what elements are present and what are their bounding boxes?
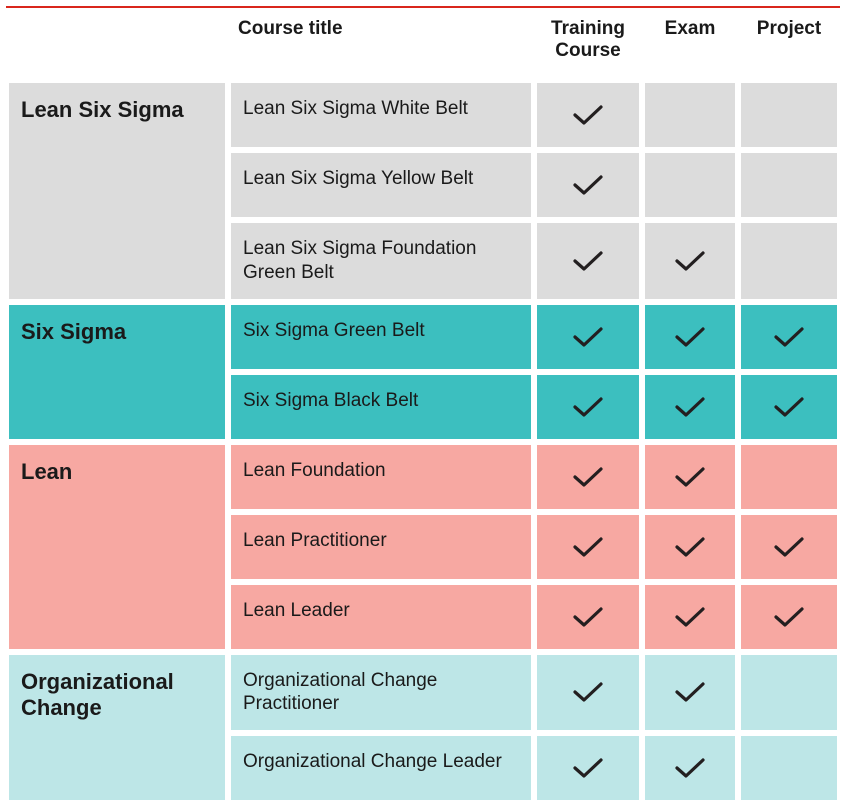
category-cell: Lean [6,442,228,652]
project-cell [738,150,840,220]
check-icon [673,535,707,559]
project-cell [738,442,840,512]
category-cell: Lean Six Sigma [6,80,228,302]
exam-cell [642,652,738,734]
header-project: Project [738,8,840,80]
project-cell [738,220,840,302]
header-exam: Exam [642,8,738,80]
exam-cell [642,442,738,512]
course-title-cell: Six Sigma Green Belt [228,302,534,372]
check-icon [772,535,806,559]
category-cell: Six Sigma [6,302,228,442]
training-cell [534,652,642,734]
exam-cell [642,733,738,803]
project-cell [738,372,840,442]
header-course-title: Course title [228,8,534,80]
training-cell [534,80,642,150]
check-icon [571,249,605,273]
training-cell [534,582,642,652]
course-title-cell: Lean Foundation [228,442,534,512]
exam-cell [642,582,738,652]
training-cell [534,512,642,582]
check-icon [673,680,707,704]
project-cell [738,302,840,372]
table-row: Six SigmaSix Sigma Green Belt [6,302,840,372]
check-icon [571,465,605,489]
header-training-course: Training Course [534,8,642,80]
table-header-row: Course title Training Course Exam Projec… [6,8,840,80]
course-title-cell: Lean Practitioner [228,512,534,582]
training-cell [534,442,642,512]
training-cell [534,733,642,803]
check-icon [673,756,707,780]
table-row: Organizational ChangeOrganizational Chan… [6,652,840,734]
check-icon [571,395,605,419]
check-icon [673,605,707,629]
project-cell [738,80,840,150]
check-icon [571,103,605,127]
course-title-cell: Lean Six Sigma Foundation Green Belt [228,220,534,302]
course-title-cell: Organizational Change Practitioner [228,652,534,734]
check-icon [673,249,707,273]
training-cell [534,372,642,442]
check-icon [571,756,605,780]
training-cell [534,220,642,302]
category-cell: Organizational Change [6,652,228,804]
check-icon [571,680,605,704]
course-title-cell: Lean Leader [228,582,534,652]
project-cell [738,512,840,582]
check-icon [673,395,707,419]
header-blank [6,8,228,80]
exam-cell [642,512,738,582]
check-icon [772,325,806,349]
course-title-cell: Lean Six Sigma Yellow Belt [228,150,534,220]
exam-cell [642,80,738,150]
course-title-cell: Organizational Change Leader [228,733,534,803]
check-icon [571,605,605,629]
courses-table: Course title Training Course Exam Projec… [6,8,840,803]
exam-cell [642,150,738,220]
training-cell [534,302,642,372]
check-icon [571,535,605,559]
course-title-cell: Six Sigma Black Belt [228,372,534,442]
course-title-cell: Lean Six Sigma White Belt [228,80,534,150]
table-row: Lean Six SigmaLean Six Sigma White Belt [6,80,840,150]
check-icon [772,395,806,419]
check-icon [571,325,605,349]
check-icon [673,325,707,349]
check-icon [772,605,806,629]
project-cell [738,652,840,734]
exam-cell [642,302,738,372]
exam-cell [642,372,738,442]
table-row: LeanLean Foundation [6,442,840,512]
project-cell [738,582,840,652]
training-cell [534,150,642,220]
exam-cell [642,220,738,302]
check-icon [571,173,605,197]
project-cell [738,733,840,803]
check-icon [673,465,707,489]
